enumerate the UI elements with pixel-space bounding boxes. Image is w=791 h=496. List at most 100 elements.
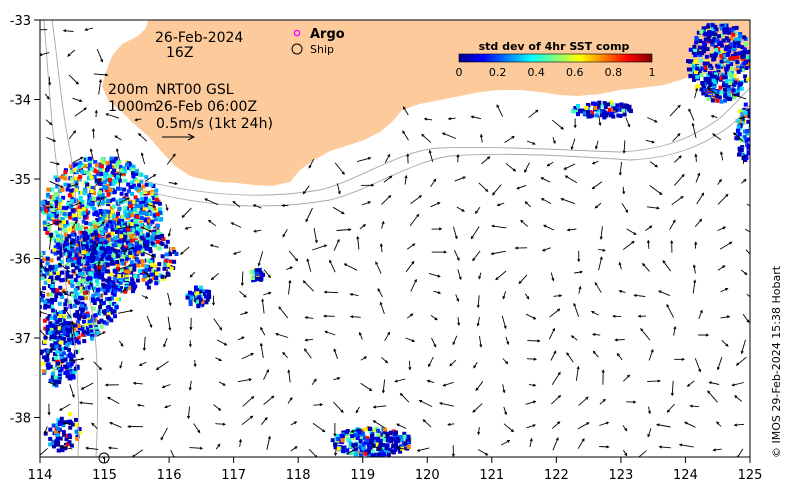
sst-pixel [155, 198, 159, 202]
sst-pixel [629, 109, 633, 113]
sst-pixel [161, 275, 165, 279]
sst-pixel [377, 433, 381, 437]
sst-pixel [117, 221, 121, 225]
sst-pixel [726, 52, 730, 56]
sst-pixel [44, 304, 48, 308]
sst-pixel [83, 238, 87, 242]
sst-pixel [687, 67, 691, 71]
sst-pixel [376, 429, 380, 433]
sst-pixel [116, 187, 120, 191]
sst-pixel [36, 276, 40, 280]
sst-pixel [713, 53, 717, 57]
sst-pixel [35, 280, 39, 284]
sst-pixel [359, 439, 363, 443]
sst-pixel [96, 257, 100, 261]
sst-pixel [154, 281, 158, 285]
sst-pixel [136, 198, 140, 202]
sst-pixel [77, 301, 81, 305]
sst-pixel [46, 358, 50, 362]
sst-pixel [172, 260, 176, 264]
sst-pixel [101, 255, 105, 259]
sst-pixel [407, 435, 411, 439]
sst-pixel [151, 237, 155, 241]
sst-pixel [116, 175, 120, 179]
sst-pixel [50, 258, 54, 262]
sst-pixel [144, 203, 148, 207]
sst-pixel [77, 341, 81, 345]
sst-pixel [720, 91, 724, 95]
sst-pixel [94, 230, 98, 234]
sst-pixel [59, 314, 63, 318]
sst-pixel [74, 332, 78, 336]
sst-pixel [742, 35, 746, 39]
lon-tick-label: 119 [350, 468, 375, 483]
sst-pixel [101, 158, 105, 162]
sst-pixel [354, 452, 358, 456]
sst-pixel [141, 263, 145, 267]
sst-pixel [379, 439, 383, 443]
sst-pixel [43, 340, 47, 344]
sst-pixel [106, 210, 110, 214]
sst-pixel [371, 450, 375, 454]
colorbar [459, 54, 652, 62]
sst-pixel [53, 314, 57, 318]
sst-pixel [82, 211, 86, 215]
sst-pixel [714, 48, 718, 52]
sst-pixel [161, 254, 165, 258]
sst-pixel [133, 219, 137, 223]
sst-pixel [105, 321, 109, 325]
sst-pixel [392, 450, 396, 454]
sst-pixel [103, 180, 107, 184]
sst-pixel [381, 453, 385, 457]
sst-pixel [251, 276, 255, 280]
sst-pixel [728, 81, 732, 85]
lat-tick-label: -36 [10, 253, 31, 268]
sst-pixel [72, 213, 76, 217]
sst-pixel [80, 170, 84, 174]
sst-pixel [67, 348, 71, 352]
sst-pixel [158, 247, 162, 251]
sst-pixel [250, 270, 254, 274]
sst-pixel [720, 60, 724, 64]
sst-pixel [139, 204, 143, 208]
sst-pixel [41, 276, 45, 280]
sst-pixel [713, 32, 717, 36]
sst-pixel [106, 223, 110, 227]
sst-pixel [737, 125, 741, 129]
sst-pixel [35, 288, 39, 292]
sst-pixel [83, 215, 87, 219]
sst-pixel [63, 212, 67, 216]
sst-pixel [695, 67, 699, 71]
sst-pixel [259, 278, 263, 282]
sst-pixel [108, 174, 112, 178]
sst-pixel [89, 222, 93, 226]
sst-pixel [101, 283, 105, 287]
sst-pixel [57, 449, 61, 453]
lon-tick-label: 120 [415, 468, 440, 483]
sst-pixel [56, 427, 60, 431]
sst-pixel [50, 213, 54, 217]
sst-pixel [109, 307, 113, 311]
sst-pixel [57, 380, 61, 384]
sst-pixel [117, 274, 121, 278]
sst-pixel [163, 262, 167, 266]
sst-pixel [123, 235, 127, 239]
sst-pixel [726, 64, 730, 68]
sst-pixel [46, 188, 50, 192]
sst-pixel [74, 418, 78, 422]
sst-pixel [722, 75, 726, 79]
sst-pixel [167, 273, 171, 277]
sst-pixel [52, 208, 56, 212]
sst-pixel [48, 331, 52, 335]
sst-pixel [717, 65, 721, 69]
sst-pixel [143, 274, 147, 278]
sst-pixel [111, 232, 115, 236]
lat-tick-label: -37 [10, 332, 31, 347]
sst-pixel [72, 239, 76, 243]
sst-pixel [113, 289, 117, 293]
ship-label: Ship [310, 43, 334, 56]
depth-200-label: 200m [108, 82, 148, 98]
sst-pixel [341, 438, 345, 442]
sst-pixel [83, 291, 87, 295]
sst-pixel [100, 246, 104, 250]
